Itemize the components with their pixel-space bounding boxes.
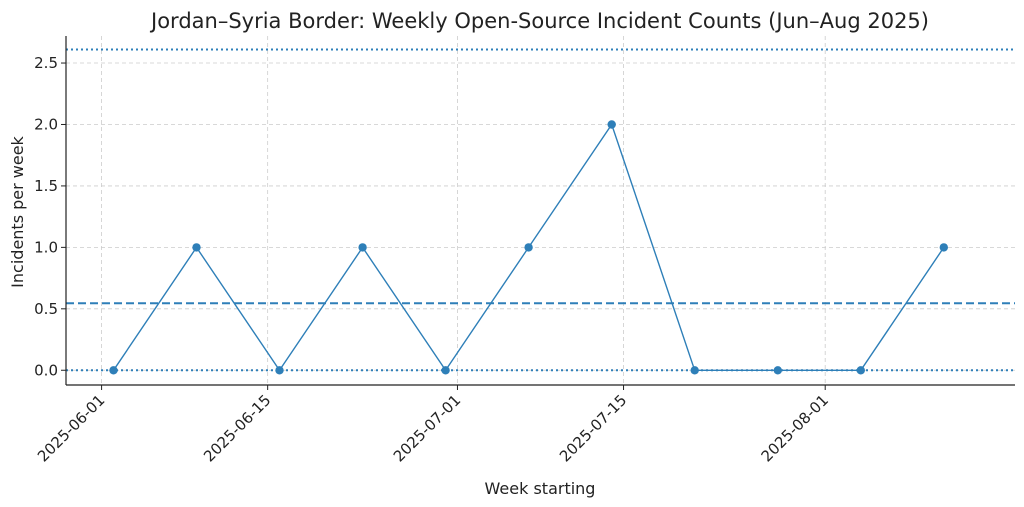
data-point [358,243,367,252]
tick-labels: 2025-06-01 2025-06-15 2025-07-01 2025-07-15… [34,54,832,465]
y-axis-title: Incidents per week [8,135,27,287]
data-point [607,120,616,129]
y-tick-label: 1.5 [34,177,58,195]
data-point [275,366,284,375]
data-point [690,366,699,375]
reference-lines [66,48,1015,372]
data-point [524,243,533,252]
y-tick-label: 0.0 [34,361,58,379]
data-point [939,243,948,252]
x-tick-label: 2025-06-15 [200,391,274,465]
x-tick-label: 2025-07-15 [556,391,630,465]
y-tick-label: 2.0 [34,115,58,133]
x-axis-title: Week starting [485,479,596,498]
y-tick-label: 0.5 [34,300,58,318]
series [109,120,948,375]
data-point [856,366,865,375]
data-point [773,366,782,375]
data-point [441,366,450,375]
y-tick-label: 2.5 [34,54,58,72]
x-tick-label: 2025-07-01 [390,391,464,465]
grid [66,36,1015,385]
data-point [109,366,118,375]
y-tick-label: 1.0 [34,238,58,256]
chart-title: Jordan–Syria Border: Weekly Open-Source … [149,9,929,33]
data-point [192,243,201,252]
x-tick-label: 2025-06-01 [34,391,108,465]
axes [61,36,1015,390]
x-tick-label: 2025-08-01 [758,391,832,465]
